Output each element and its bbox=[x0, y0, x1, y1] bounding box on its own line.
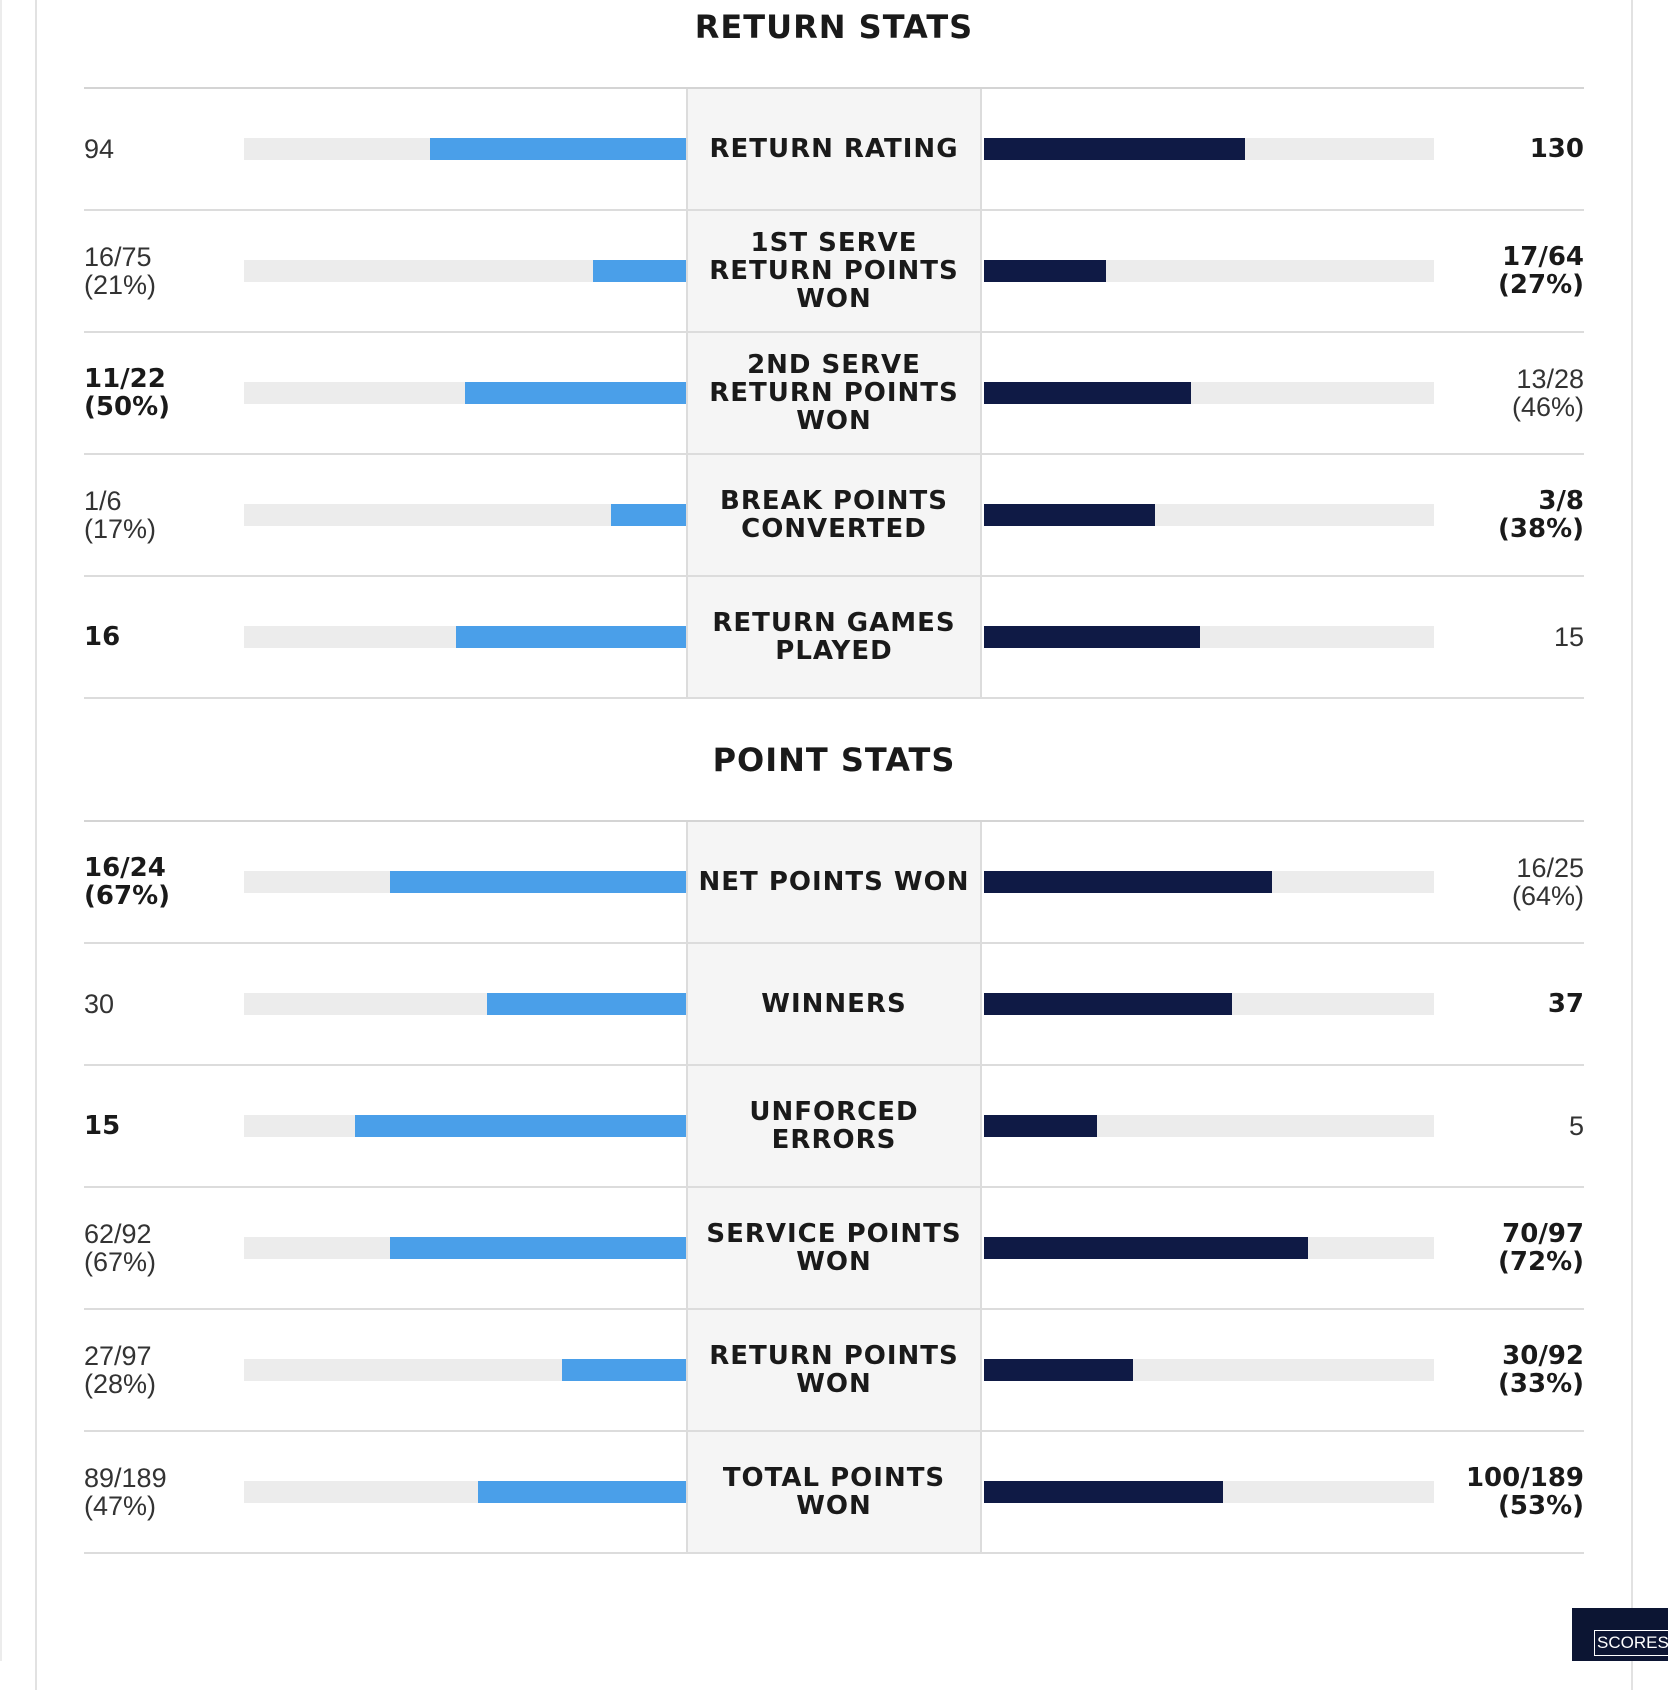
stat-label: RETURN RATING bbox=[686, 89, 982, 209]
stat-bar-track-right bbox=[984, 260, 1434, 282]
stat-bar-track-right bbox=[984, 871, 1434, 893]
stats-panel bbox=[35, 0, 1633, 1690]
stat-value-right: 5 bbox=[1568, 1111, 1584, 1141]
stat-bar-track-right bbox=[984, 993, 1434, 1015]
stat-bar-track-right bbox=[984, 1115, 1434, 1137]
stat-row: 16/24 (67%) NET POINTS WON 16/25 (64%) bbox=[84, 822, 1584, 944]
stat-value-left: 16/24 (67%) bbox=[84, 853, 170, 911]
stat-bar-left bbox=[389, 1237, 686, 1259]
stat-label: RETURN GAMES PLAYED bbox=[686, 577, 982, 697]
stat-bar-right bbox=[984, 1359, 1133, 1381]
stat-value-right: 70/97 (72%) bbox=[1498, 1219, 1584, 1277]
stat-bar-track-left bbox=[244, 1359, 686, 1381]
stat-label: NET POINTS WON bbox=[686, 822, 982, 942]
stat-row: 11/22 (50%) 2ND SERVE RETURN POINTS WON 13… bbox=[84, 333, 1584, 455]
stat-bar-track-left bbox=[244, 138, 686, 160]
stat-bar-track-right bbox=[984, 1359, 1434, 1381]
section-divider bbox=[84, 87, 1584, 89]
stat-row: 94 RETURN RATING 130 bbox=[84, 89, 1584, 211]
stat-bar-left bbox=[562, 1359, 686, 1381]
stat-value-right: 16/25 (64%) bbox=[1511, 853, 1584, 911]
stat-row: 16/75 (21%) 1ST SERVE RETURN POINTS WON 17… bbox=[84, 211, 1584, 333]
stat-value-left: 30 bbox=[84, 989, 115, 1019]
stat-bar-track-right bbox=[984, 626, 1434, 648]
stat-row: 62/92 (67%) SERVICE POINTS WON 70/97 (72%) bbox=[84, 1188, 1584, 1310]
stat-label: SERVICE POINTS WON bbox=[686, 1188, 982, 1308]
stat-label: RETURN POINTS WON bbox=[686, 1310, 982, 1430]
page-edge bbox=[0, 0, 2, 1661]
stat-value-right: 100/189 (53%) bbox=[1465, 1463, 1584, 1521]
stat-row: 27/97 (28%) RETURN POINTS WON 30/92 (33%) bbox=[84, 1310, 1584, 1432]
stat-bar-left bbox=[478, 1481, 686, 1503]
stat-bar-left bbox=[456, 626, 686, 648]
stat-value-right: 37 bbox=[1547, 989, 1584, 1019]
stat-value-left: 15 bbox=[84, 1111, 121, 1141]
stat-value-right: 130 bbox=[1529, 134, 1584, 164]
stat-value-left: 16 bbox=[84, 622, 121, 652]
stat-bar-track-left bbox=[244, 1481, 686, 1503]
stat-bar-left bbox=[593, 260, 686, 282]
stat-bar-track-left bbox=[244, 382, 686, 404]
stat-bar-track-left bbox=[244, 993, 686, 1015]
stat-label: TOTAL POINTS WON bbox=[686, 1432, 982, 1552]
stat-bar-left bbox=[429, 138, 686, 160]
stat-bar-track-right bbox=[984, 382, 1434, 404]
stat-bar-track-left bbox=[244, 1115, 686, 1137]
stat-bar-right bbox=[984, 260, 1106, 282]
stat-label: 2ND SERVE RETURN POINTS WON bbox=[686, 333, 982, 453]
stat-bar-left bbox=[610, 504, 686, 526]
stat-bar-right bbox=[984, 504, 1155, 526]
section-divider bbox=[84, 820, 1584, 822]
stat-label: WINNERS bbox=[686, 944, 982, 1064]
stat-value-right: 17/64 (27%) bbox=[1498, 242, 1584, 300]
stat-bar-track-right bbox=[984, 504, 1434, 526]
stat-bar-track-right bbox=[984, 138, 1434, 160]
stat-bar-track-right bbox=[984, 1237, 1434, 1259]
stat-bar-right bbox=[984, 1237, 1308, 1259]
section-title: RETURN STATS bbox=[694, 8, 974, 46]
stat-value-right: 30/92 (33%) bbox=[1498, 1341, 1584, 1399]
stat-bar-track-left bbox=[244, 871, 686, 893]
stat-row: 16 RETURN GAMES PLAYED 15 bbox=[84, 577, 1584, 699]
stat-value-left: 27/97 (28%) bbox=[84, 1341, 157, 1399]
stat-value-left: 16/75 (21%) bbox=[84, 242, 157, 300]
stat-label: UNFORCED ERRORS bbox=[686, 1066, 982, 1186]
stat-value-left: 89/189 (47%) bbox=[84, 1463, 167, 1521]
stat-bar-right bbox=[984, 871, 1272, 893]
stat-row: 30 WINNERS 37 bbox=[84, 944, 1584, 1066]
stat-value-right: 13/28 (46%) bbox=[1511, 364, 1584, 422]
stat-value-right: 15 bbox=[1553, 622, 1584, 652]
stat-label: BREAK POINTS CONVERTED bbox=[686, 455, 982, 575]
stat-value-left: 11/22 (50%) bbox=[84, 364, 170, 422]
stat-bar-left bbox=[487, 993, 686, 1015]
stat-value-left: 94 bbox=[84, 134, 115, 164]
stat-row: 15 UNFORCED ERRORS 5 bbox=[84, 1066, 1584, 1188]
stat-bar-right bbox=[984, 1481, 1223, 1503]
stat-row: 1/6 (17%) BREAK POINTS CONVERTED 3/8 (38%) bbox=[84, 455, 1584, 577]
stat-bar-track-left bbox=[244, 260, 686, 282]
stat-bar-track-right bbox=[984, 1481, 1434, 1503]
stat-bar-right bbox=[984, 138, 1245, 160]
stat-value-left: 62/92 (67%) bbox=[84, 1219, 157, 1277]
stat-bar-right bbox=[984, 382, 1191, 404]
scores-badge-label: SCORES bbox=[1594, 1630, 1668, 1656]
stat-label: 1ST SERVE RETURN POINTS WON bbox=[686, 211, 982, 331]
scores-badge[interactable]: SCORES bbox=[1572, 1608, 1668, 1661]
section-title: POINT STATS bbox=[712, 741, 956, 779]
stat-value-left: 1/6 (17%) bbox=[84, 486, 157, 544]
stat-bar-right bbox=[984, 626, 1200, 648]
stat-bar-track-left bbox=[244, 626, 686, 648]
stat-value-right: 3/8 (38%) bbox=[1498, 486, 1584, 544]
stat-bar-track-left bbox=[244, 1237, 686, 1259]
stat-row: 89/189 (47%) TOTAL POINTS WON 100/189 (53%… bbox=[84, 1432, 1584, 1554]
stat-bar-left bbox=[389, 871, 686, 893]
stat-bar-right bbox=[984, 1115, 1097, 1137]
stat-bar-left bbox=[465, 382, 686, 404]
stat-bar-left bbox=[354, 1115, 686, 1137]
stat-bar-right bbox=[984, 993, 1232, 1015]
stat-bar-track-left bbox=[244, 504, 686, 526]
